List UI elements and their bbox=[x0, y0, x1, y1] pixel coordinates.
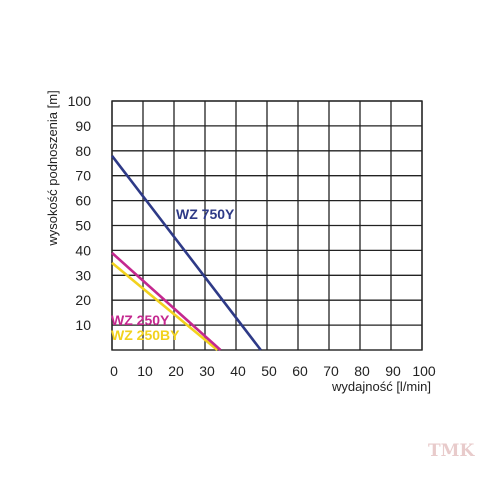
y-tick-label: 30 bbox=[75, 267, 91, 283]
x-tick-label: 90 bbox=[385, 363, 401, 379]
x-tick-label: 100 bbox=[412, 363, 436, 379]
y-tick-label: 20 bbox=[75, 292, 91, 308]
series-label-wz-750y: WZ 750Y bbox=[176, 206, 235, 222]
plot-area bbox=[111, 100, 423, 351]
y-tick-label: 100 bbox=[68, 93, 92, 109]
series-lines bbox=[110, 155, 262, 352]
x-tick-label: 10 bbox=[137, 363, 153, 379]
y-axis-title: wysokość podnoszenia [m] bbox=[45, 90, 60, 246]
series-line-wz-250y bbox=[111, 251, 222, 351]
y-tick-label: 10 bbox=[75, 317, 91, 333]
y-tick-label: 80 bbox=[75, 143, 91, 159]
x-tick-label: 60 bbox=[292, 363, 308, 379]
series-label-wz-250y: WZ 250Y bbox=[111, 312, 170, 328]
y-tick-labels: 10 20 30 40 50 60 70 80 90 100 bbox=[68, 93, 92, 333]
x-tick-labels: 0 10 20 30 40 50 60 70 80 90 100 bbox=[110, 363, 436, 379]
x-tick-label: 40 bbox=[230, 363, 246, 379]
x-tick-label: 30 bbox=[199, 363, 215, 379]
x-tick-label: 0 bbox=[110, 363, 118, 379]
x-tick-label: 20 bbox=[168, 363, 184, 379]
y-tick-label: 60 bbox=[75, 193, 91, 209]
series-label-wz-250by: WZ 250BY bbox=[111, 327, 180, 343]
x-tick-label: 80 bbox=[354, 363, 370, 379]
x-tick-label: 70 bbox=[323, 363, 339, 379]
x-tick-label: 50 bbox=[261, 363, 277, 379]
y-tick-label: 70 bbox=[75, 168, 91, 184]
x-axis-title: wydajność [l/min] bbox=[331, 379, 431, 394]
y-tick-label: 90 bbox=[75, 118, 91, 134]
series-line-wz-750y bbox=[110, 155, 262, 351]
watermark-logo: TMK bbox=[428, 441, 475, 461]
y-tick-label: 50 bbox=[75, 218, 91, 234]
y-tick-label: 40 bbox=[75, 242, 91, 258]
series-line-wz-250by bbox=[111, 261, 219, 352]
